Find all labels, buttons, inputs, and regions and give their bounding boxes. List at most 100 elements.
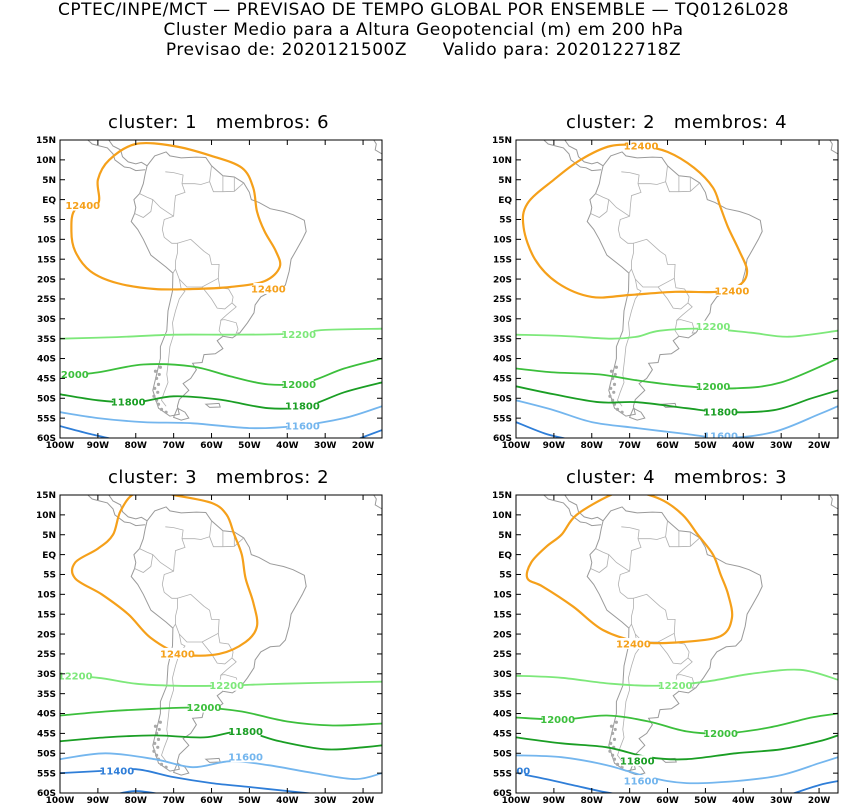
contour-line [516, 421, 568, 438]
island-dot [612, 737, 617, 741]
panel-title-3: cluster: 3 membros: 2 [108, 467, 329, 488]
lat-label: 15S [493, 255, 512, 265]
country-border [175, 238, 220, 288]
lon-label: 70W [618, 441, 641, 451]
contour-label: 12400 [624, 141, 659, 152]
lat-label: 5S [499, 571, 512, 581]
panel-1-members: membros: 6 [215, 112, 330, 133]
coastline-central-america-pacific [87, 140, 146, 172]
lat-label: 10N [492, 156, 512, 166]
island-dot [156, 382, 161, 386]
panel-4-members: membros: 3 [673, 467, 788, 488]
lat-label: EQ [498, 551, 512, 561]
country-border [617, 215, 634, 274]
contour-line [60, 327, 382, 340]
island-dot [158, 365, 162, 369]
contour-label-bg [705, 406, 736, 418]
country-border [617, 279, 642, 407]
contour-label: 11400 [99, 767, 134, 778]
island-dot [159, 407, 164, 411]
contour-label: 12400 [160, 649, 195, 660]
lat-label: EQ [42, 551, 56, 561]
falkland-islands [204, 402, 221, 408]
island-dot [152, 394, 156, 398]
lat-label: 10N [36, 511, 56, 521]
valid-date: Valido para: 2020122718Z [442, 40, 682, 60]
contour-label: 12000 [696, 382, 731, 393]
lat-label: 60S [37, 789, 56, 799]
island-dot [156, 745, 160, 749]
coastline-africa [829, 495, 838, 510]
lat-label: 25S [37, 650, 56, 660]
lat-label: 5S [43, 216, 56, 226]
contour-line [516, 399, 838, 438]
country-border [674, 319, 680, 337]
island-dot [615, 407, 620, 411]
contour-line [516, 357, 838, 390]
contour-label-bg [253, 283, 284, 294]
header-line-1: CPTEC/INPE/MCT — PREVISAO DE TEMPO GLOBA… [58, 0, 789, 20]
lon-label: 80W [581, 441, 604, 451]
lat-label: 15N [492, 136, 512, 146]
country-border [219, 302, 240, 334]
contour-label: 11600 [285, 422, 320, 433]
country-border [621, 171, 642, 217]
lon-label: 100W [502, 796, 531, 806]
country-border [675, 657, 696, 689]
island-dot [615, 762, 620, 766]
contour-line [70, 141, 282, 291]
island-dot [609, 369, 614, 373]
island-dot [613, 372, 617, 377]
coastline-africa [373, 140, 382, 155]
contour-line [516, 734, 838, 761]
lat-label: 35S [493, 335, 512, 345]
lat-label: EQ [498, 196, 512, 206]
contour-label: 12000 [54, 370, 89, 381]
country-border [638, 520, 668, 540]
lon-label: 90W [87, 441, 110, 451]
map-frame [59, 139, 383, 439]
lat-label: 25S [493, 295, 512, 305]
country-border [139, 548, 174, 572]
forecast-date: Previsao de: 2020121500Z [165, 40, 407, 60]
lat-label: 35S [37, 690, 56, 700]
panel-3-cluster: cluster: 3 [108, 467, 198, 488]
island-dot [611, 753, 615, 757]
country-border [617, 634, 642, 762]
lon-label: 100W [46, 796, 75, 806]
header-line-2: Cluster Medio para a Altura Geopotencial… [163, 20, 684, 40]
island-dot [155, 753, 159, 757]
island-dot [164, 410, 168, 414]
lat-label: 10S [37, 236, 56, 246]
lat-label: 30S [37, 315, 56, 325]
lon-label: 30W [314, 796, 337, 806]
lat-label: EQ [42, 196, 56, 206]
contour-label-bg [542, 713, 573, 725]
contour-label-bg [626, 775, 657, 787]
contour-label-bg [287, 420, 318, 432]
header-line-3: Previsao de: 2020121500Z Valido para: 20… [0, 40, 847, 60]
coastline-africa [373, 495, 382, 510]
contour-line [60, 425, 112, 438]
island-dot [155, 731, 159, 735]
country-border [161, 215, 178, 274]
contour-label: 12400 [65, 201, 100, 212]
lat-label: 10N [36, 156, 56, 166]
contour-line [516, 754, 838, 785]
coastline-south-america [586, 151, 763, 417]
island-dot [153, 741, 157, 745]
contour-line [60, 730, 382, 751]
lon-label: 20W [352, 796, 375, 806]
panel-title-4: cluster: 4 membros: 3 [566, 467, 787, 488]
contour-label-bg [67, 199, 98, 211]
lat-label: 10S [493, 236, 512, 246]
contour-line [60, 674, 382, 687]
contour-label-bg [60, 368, 87, 380]
contour-label: 11800 [111, 398, 146, 409]
lon-label: 90W [543, 796, 566, 806]
contour-label-bg [697, 320, 728, 332]
figure-header: CPTEC/INPE/MCT — PREVISAO DE TEMPO GLOBA… [0, 0, 847, 60]
lon-label: 20W [352, 441, 375, 451]
island-dot [608, 394, 612, 398]
lon-label: 60W [656, 796, 679, 806]
